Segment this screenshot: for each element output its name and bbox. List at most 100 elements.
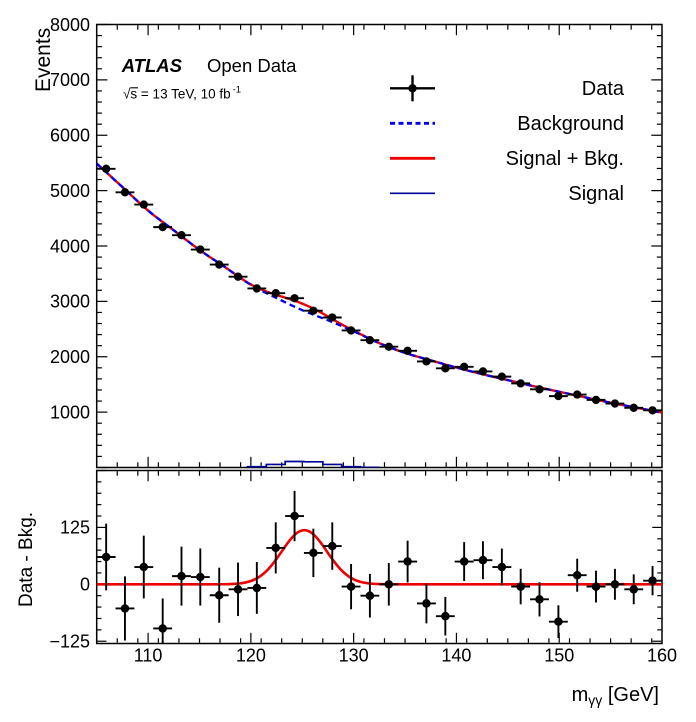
- data-marker: [346, 326, 356, 335]
- data-point: [303, 306, 323, 315]
- legend-label: Data: [582, 78, 625, 100]
- main-y-tick-label: 8000: [50, 15, 90, 35]
- data-marker: [478, 367, 488, 376]
- data-marker: [252, 284, 261, 293]
- residual-axis-label: Data - Bkg.: [16, 512, 37, 607]
- data-point: [435, 364, 455, 373]
- residual-point: [96, 523, 116, 591]
- data-marker: [610, 399, 620, 408]
- data-marker: [554, 391, 563, 401]
- residual-point: [398, 540, 418, 583]
- data-point: [379, 342, 399, 351]
- data-point: [247, 284, 267, 293]
- residual-data-points: [96, 490, 662, 644]
- data-marker: [441, 611, 450, 621]
- data-marker: [610, 580, 620, 589]
- data-point: [228, 272, 248, 281]
- x-axis-label-subscript: γγ: [588, 692, 602, 708]
- data-marker: [158, 624, 167, 633]
- data-marker: [196, 572, 205, 582]
- data-marker: [629, 403, 638, 412]
- residual-signal-curve: [96, 528, 662, 586]
- data-marker: [535, 385, 544, 394]
- data-marker: [384, 342, 393, 351]
- data-marker: [158, 222, 167, 232]
- residual-point: [172, 546, 191, 606]
- data-marker: [648, 406, 657, 415]
- residual-point: [435, 596, 455, 636]
- legend-entry: Signal: [390, 183, 624, 205]
- data-marker: [196, 245, 205, 254]
- data-marker: [233, 272, 243, 281]
- legend: Data Background Signal + Bkg. Signal: [390, 75, 625, 205]
- residual-point: [417, 583, 436, 624]
- data-marker: [177, 571, 186, 581]
- data-marker: [365, 591, 375, 600]
- data-marker: [365, 336, 375, 345]
- residual-point: [266, 522, 286, 574]
- subtitle-superscript: -1: [233, 85, 241, 96]
- x-tick-label: 110: [134, 646, 163, 666]
- x-axis-label-units: [GeV]: [602, 684, 659, 706]
- open-data-title: Open Data: [207, 55, 297, 76]
- legend-data-marker: [408, 84, 417, 93]
- main-y-tick-label: 7000: [50, 70, 90, 90]
- x-tick-label: 130: [339, 646, 369, 666]
- data-marker: [252, 583, 262, 593]
- tick-labels: 1000 2000 3000 4000 5000 6000 7000 8000 −125 0 125…: [49, 15, 677, 666]
- residual-point: [153, 598, 173, 644]
- data-marker: [102, 164, 111, 173]
- data-marker: [101, 552, 111, 562]
- legend-label: Signal + Bkg.: [506, 148, 624, 170]
- subtitle: √s = 13 TeV, 10 fb -1: [123, 85, 241, 102]
- data-marker: [215, 260, 224, 269]
- residual-point: [228, 562, 248, 617]
- residual-point: [360, 573, 380, 618]
- data-marker: [139, 200, 148, 209]
- data-point: [643, 406, 662, 415]
- residual-point: [190, 548, 210, 606]
- data-point: [360, 336, 380, 345]
- data-point: [190, 245, 210, 254]
- data-marker: [459, 557, 469, 566]
- main-y-tick-label: 2000: [50, 347, 90, 367]
- x-axis-label: mγγ [GeV]: [572, 684, 659, 708]
- data-marker: [271, 289, 280, 298]
- data-marker: [328, 541, 337, 551]
- data-marker: [403, 557, 412, 566]
- residual-point: [341, 563, 361, 610]
- data-point: [473, 367, 493, 376]
- data-point: [134, 200, 154, 209]
- residual-point: [209, 567, 229, 623]
- data-marker: [497, 562, 507, 572]
- data-marker: [309, 548, 318, 558]
- atlas-title: ATLAS: [121, 55, 183, 76]
- data-marker: [478, 555, 488, 565]
- legend-entry: Signal + Bkg.: [390, 148, 624, 170]
- data-point: [511, 379, 531, 388]
- main-y-tick-label: 4000: [50, 236, 90, 256]
- residual-point: [473, 541, 493, 580]
- data-marker: [573, 390, 582, 399]
- data-point: [153, 222, 173, 232]
- data-point: [548, 391, 568, 401]
- data-point: [96, 164, 116, 173]
- data-marker: [422, 357, 431, 366]
- residual-point: [605, 568, 625, 600]
- data-marker: [328, 313, 337, 322]
- residual-y-tick-label: −125: [49, 632, 90, 652]
- residual-point: [492, 548, 512, 586]
- data-point: [285, 294, 304, 303]
- data-marker: [459, 362, 469, 371]
- residual-point: [567, 558, 587, 592]
- data-point: [266, 289, 286, 298]
- data-point: [586, 395, 606, 405]
- residual-point: [643, 566, 662, 596]
- residual-point: [115, 576, 135, 641]
- data-marker: [139, 562, 149, 572]
- x-tick-label: 120: [236, 646, 266, 666]
- data-point: [341, 326, 361, 335]
- residual-y-tick-label: 0: [80, 575, 90, 595]
